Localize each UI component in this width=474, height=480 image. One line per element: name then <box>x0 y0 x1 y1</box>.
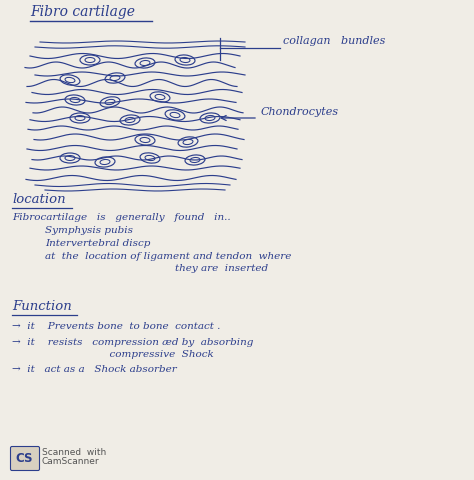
Text: Function: Function <box>12 300 72 313</box>
Text: →  it    resists   compression æd by  absorbing: → it resists compression æd by absorbing <box>12 338 254 347</box>
Text: at  the  location of ligament and tendon  where: at the location of ligament and tendon w… <box>45 252 292 261</box>
Text: Fibrocartilage   is   generally   found   in..: Fibrocartilage is generally found in.. <box>12 213 231 222</box>
Text: →  it    Prevents bone  to bone  contact .: → it Prevents bone to bone contact . <box>12 322 220 331</box>
Text: CamScanner: CamScanner <box>42 457 100 466</box>
Text: →  it   act as a   Shock absorber: → it act as a Shock absorber <box>12 365 177 374</box>
Text: Chondrocytes: Chondrocytes <box>261 107 339 117</box>
Text: compressive  Shock: compressive Shock <box>12 350 214 359</box>
Text: collagan   bundles: collagan bundles <box>283 36 385 46</box>
Text: Symphysis pubis: Symphysis pubis <box>45 226 133 235</box>
Text: Fibro cartilage: Fibro cartilage <box>30 5 135 19</box>
FancyBboxPatch shape <box>10 446 39 470</box>
Text: CS: CS <box>15 452 33 465</box>
Text: Intervertebral discp: Intervertebral discp <box>45 239 150 248</box>
Text: location: location <box>12 193 65 206</box>
Text: Scanned  with: Scanned with <box>42 448 106 457</box>
Text: they are  inserted: they are inserted <box>175 264 268 273</box>
